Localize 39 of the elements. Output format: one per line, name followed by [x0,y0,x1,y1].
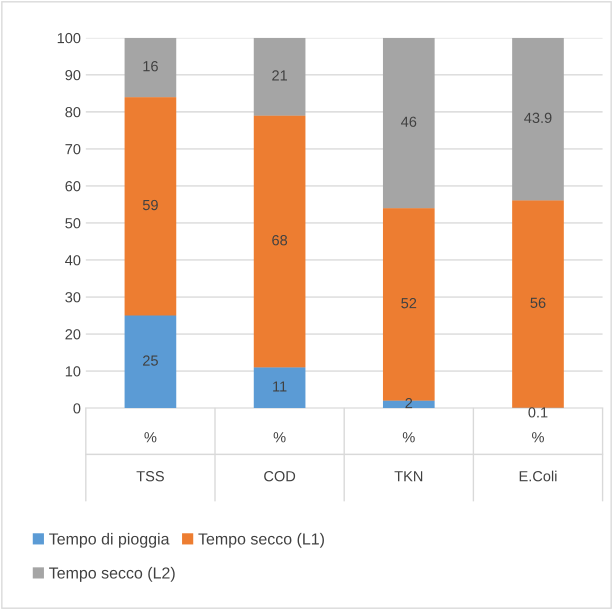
y-tick-label: 30 [65,292,80,302]
bar [254,38,306,116]
data-label: 68 [272,235,288,246]
data-label: 16 [143,61,158,72]
y-tick-label: 70 [65,144,80,154]
category-label: % TSS [136,432,164,482]
bar [124,38,176,98]
y-tick-label: 60 [65,181,80,192]
bar [254,116,306,368]
data-label: 59 [142,200,158,210]
legend-label: Tempo secco (L2) [49,566,175,582]
bar [124,316,176,408]
data-label: 2 [405,398,412,408]
data-label: 0.1 [528,407,548,418]
y-tick-label: 90 [65,70,80,80]
legend-label: Tempo secco (L1) [198,532,324,548]
category-label: % TKN [394,432,422,482]
y-tick-label: 10 [66,366,80,376]
data-label: 21 [272,70,288,80]
bar [124,97,176,316]
bar [512,200,564,408]
data-label: 11 [273,381,286,392]
y-tick-label: 80 [65,106,80,118]
y-tick-label: 0 [73,403,80,414]
bar [512,38,564,200]
category-label: % E.Coli [520,432,556,482]
bar [382,38,435,208]
data-label: 43.9 [524,112,552,124]
y-tick-label: 40 [65,255,80,266]
data-label: 56 [530,298,546,308]
data-label: 52 [401,298,416,308]
data-label: 46 [401,116,416,127]
category-label: % COD [264,432,296,482]
bar [254,367,306,408]
legend-label: Tempo di pioggia [49,532,170,548]
y-tick-label: 50 [65,218,80,228]
data-label: 25 [143,355,158,366]
y-tick-label: 100 [58,32,80,44]
y-tick-label: 20 [65,329,80,340]
